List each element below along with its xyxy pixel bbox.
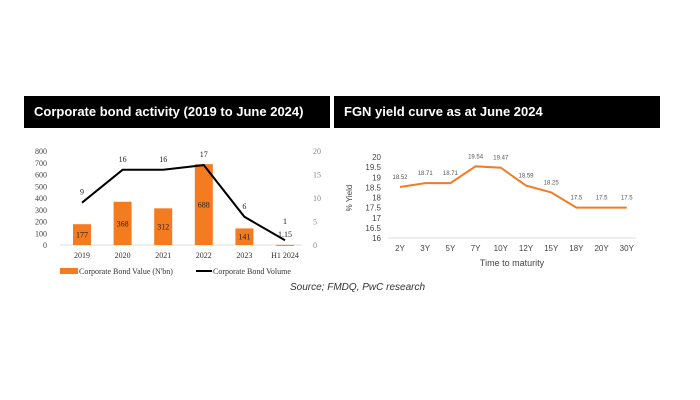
- left-y-tick: 300: [35, 206, 47, 215]
- y-tick: 19: [372, 173, 381, 182]
- x-tick: 3Y: [420, 244, 430, 253]
- y-tick: 16.5: [365, 224, 381, 233]
- left-y-tick: 0: [43, 241, 47, 250]
- data-label: 18.25: [544, 180, 560, 186]
- y-axis-title: % Yield: [345, 185, 354, 212]
- y-tick: 18.5: [365, 183, 381, 192]
- line-label: 17: [200, 150, 208, 159]
- bar-H1 2024: [276, 244, 294, 246]
- left-y-tick: 700: [35, 159, 47, 168]
- x-tick: 2020: [115, 251, 131, 260]
- legend-label: Corporate Bond Value (N'bn): [79, 267, 173, 276]
- x-axis-title: Time to maturity: [480, 258, 545, 268]
- left-y-tick: 600: [35, 171, 47, 180]
- bar-2022: [194, 164, 213, 245]
- x-tick: 5Y: [446, 244, 456, 253]
- yield-line: [399, 165, 627, 209]
- x-tick: 2022: [196, 251, 212, 260]
- x-tick: 15Y: [544, 244, 559, 253]
- x-tick: 2019: [74, 251, 90, 260]
- left-y-tick: 100: [35, 229, 47, 238]
- right-y-tick: 10: [313, 194, 321, 203]
- bar-2020: [113, 201, 132, 245]
- bar-label: 312: [157, 223, 169, 232]
- x-tick: 18Y: [569, 244, 584, 253]
- legend-swatch-bar: [60, 268, 78, 274]
- x-tick: 10Y: [494, 244, 509, 253]
- line-label: 16: [119, 155, 127, 164]
- line-label: 6: [242, 202, 246, 211]
- x-tick: 2Y: [395, 244, 405, 253]
- data-label: 17.5: [621, 196, 633, 202]
- source-note: Source; FMDQ, PwC research: [290, 282, 426, 293]
- left-chart-title: Corporate bond activity (2019 to June 20…: [24, 96, 330, 128]
- x-tick: 2023: [236, 251, 252, 260]
- right-chart-title: FGN yield curve as at June 2024: [334, 96, 660, 128]
- bar-label: 1.15: [278, 230, 292, 239]
- right-y-tick: 5: [313, 218, 317, 227]
- x-tick: 30Y: [620, 244, 635, 253]
- line-label: 9: [80, 188, 84, 197]
- data-label: 17.5: [596, 196, 608, 202]
- bar-label: 688: [198, 201, 210, 210]
- line-label: 1: [283, 217, 287, 226]
- x-tick: 2021: [155, 251, 171, 260]
- bar-label: 141: [238, 233, 250, 242]
- data-label: 18.71: [443, 171, 459, 177]
- bar-label: 177: [76, 231, 88, 240]
- right-y-tick: 0: [313, 241, 317, 250]
- bar-2019: [73, 224, 91, 245]
- left-y-tick: 400: [35, 194, 47, 203]
- x-tick: 7Y: [471, 244, 481, 253]
- x-tick: H1 2024: [271, 251, 299, 260]
- x-tick: 12Y: [519, 244, 534, 253]
- data-label: 18.52: [392, 175, 408, 181]
- data-label: 19.54: [468, 154, 484, 160]
- bar-2021: [154, 208, 173, 245]
- data-label: 17.5: [571, 196, 583, 202]
- x-tick: 20Y: [594, 244, 609, 253]
- y-tick: 20: [372, 153, 381, 162]
- left-y-tick: 200: [35, 218, 47, 227]
- legend-label: Corporate Bond Volume: [213, 267, 291, 276]
- right-y-tick: 15: [313, 171, 321, 180]
- y-tick: 18: [372, 194, 381, 203]
- line-label: 16: [159, 155, 167, 164]
- y-tick: 19.5: [365, 163, 381, 172]
- left-y-tick: 800: [35, 147, 47, 156]
- left-y-tick: 500: [35, 182, 47, 191]
- right-y-tick: 20: [313, 147, 321, 156]
- y-tick: 16: [372, 234, 381, 243]
- bar-label: 368: [117, 219, 129, 228]
- data-label: 18.59: [518, 174, 534, 180]
- volume-line: [81, 164, 286, 242]
- y-tick: 17: [372, 214, 381, 223]
- data-label: 18.71: [418, 171, 434, 177]
- data-label: 19.47: [493, 156, 509, 162]
- bar-2023: [235, 228, 254, 245]
- y-tick: 17.5: [365, 204, 381, 213]
